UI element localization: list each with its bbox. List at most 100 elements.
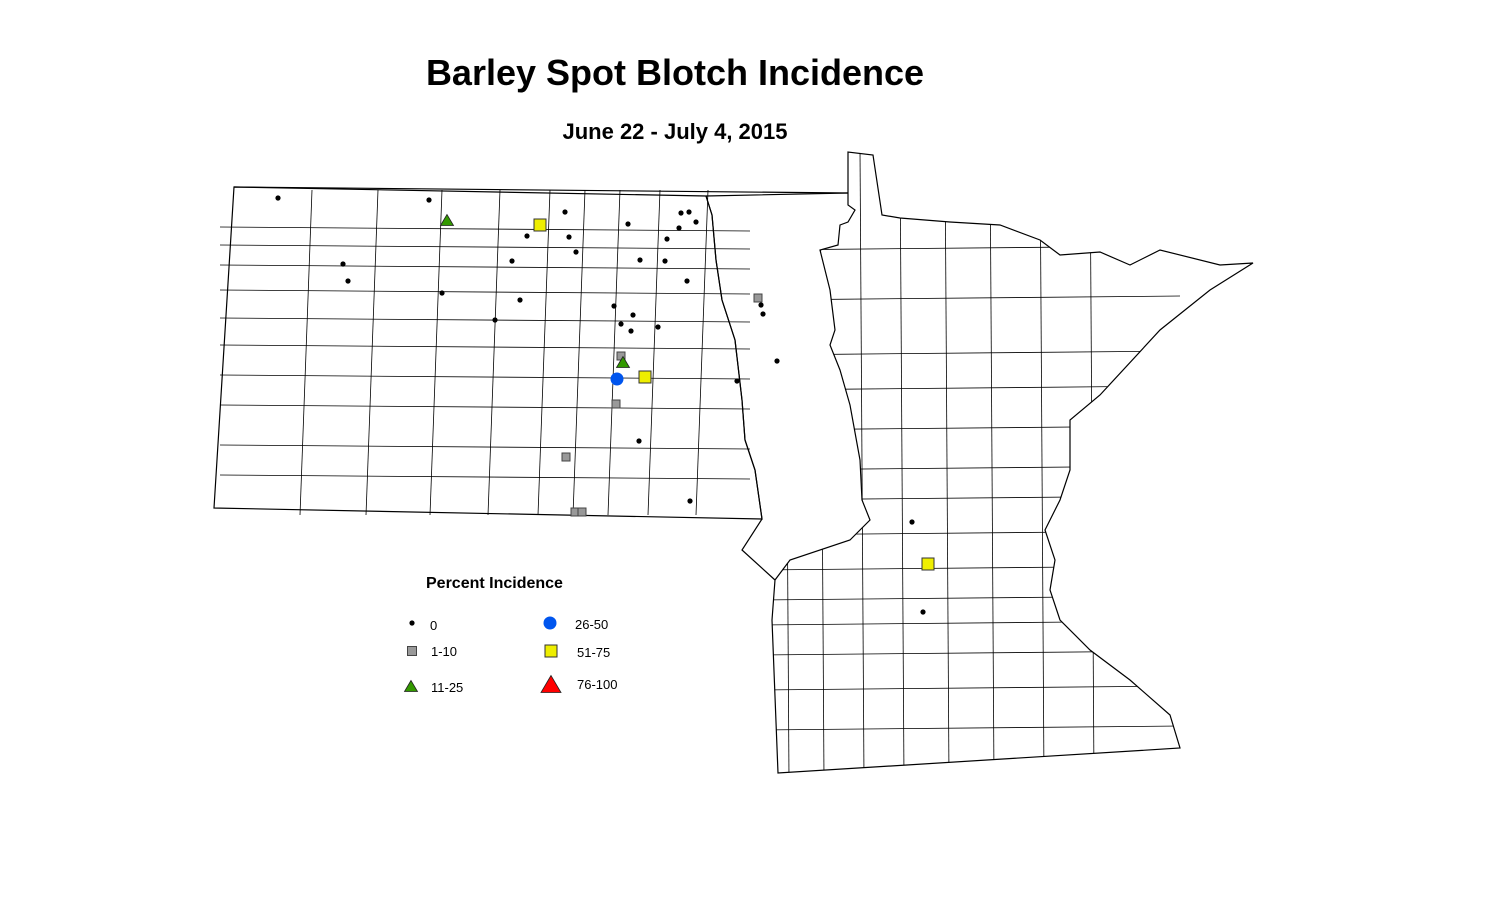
county-line xyxy=(219,317,751,323)
site-0-pct xyxy=(628,328,634,334)
site-1-10-pct xyxy=(577,507,587,517)
legend-title: Percent Incidence xyxy=(426,575,563,592)
legend-label-1-10: 1-10 xyxy=(431,644,458,659)
site-0-pct xyxy=(509,258,515,264)
county-line xyxy=(759,530,1181,536)
legend-label-76-100: 76-100 xyxy=(577,677,618,692)
site-0-pct xyxy=(562,209,568,215)
county-line xyxy=(429,189,443,516)
county-line xyxy=(219,244,751,250)
site-0-pct xyxy=(678,210,684,216)
site-51-75-pct xyxy=(638,370,652,384)
site-0-pct xyxy=(655,324,661,330)
site-0-pct xyxy=(664,236,670,242)
county-line xyxy=(1089,152,1095,773)
site-0-pct xyxy=(687,498,693,504)
site-0-pct xyxy=(686,209,692,215)
survey-sites xyxy=(275,195,935,615)
legend-symbol-triangle xyxy=(540,674,562,693)
county-line xyxy=(819,152,825,773)
county-line xyxy=(859,152,865,773)
county-line xyxy=(299,189,313,516)
site-0-pct xyxy=(774,358,780,364)
red-river-border xyxy=(705,192,849,581)
county-line xyxy=(759,295,1181,301)
county-line xyxy=(759,685,1181,691)
site-0-pct xyxy=(734,378,740,384)
site-0-pct xyxy=(517,297,523,303)
site-0-pct xyxy=(345,278,351,284)
legend-symbol-circle xyxy=(543,616,557,630)
county-line xyxy=(537,189,551,516)
site-1-10-pct xyxy=(561,452,571,462)
map-title: Barley Spot Blotch Incidence xyxy=(425,52,925,93)
county-line xyxy=(989,152,995,773)
map-subtitle: June 22 - July 4, 2015 xyxy=(562,119,788,144)
county-line xyxy=(607,189,621,516)
legend-symbols xyxy=(403,616,562,693)
county-line xyxy=(219,474,751,480)
county-line xyxy=(219,404,751,410)
site-0-pct xyxy=(909,519,915,525)
county-line xyxy=(759,245,1181,251)
site-0-pct xyxy=(676,225,682,231)
site-0-pct xyxy=(566,234,572,240)
county-line xyxy=(784,152,790,773)
site-0-pct xyxy=(920,609,926,615)
county-line xyxy=(219,264,751,270)
minnesota-outline xyxy=(233,151,1254,774)
site-0-pct xyxy=(426,197,432,203)
state-boundaries xyxy=(213,151,1254,774)
site-0-pct xyxy=(618,321,624,327)
site-0-pct xyxy=(630,312,636,318)
site-11-25-pct xyxy=(439,213,455,226)
site-0-pct xyxy=(492,317,498,323)
county-line xyxy=(759,425,1181,431)
county-line xyxy=(219,444,751,450)
county-line xyxy=(647,189,661,516)
county-line xyxy=(944,152,950,773)
site-1-10-pct xyxy=(753,293,763,303)
legend-symbol-square xyxy=(407,646,417,656)
county-line xyxy=(219,226,751,232)
county-line xyxy=(219,289,751,295)
county-line xyxy=(365,189,379,516)
site-0-pct xyxy=(693,219,699,225)
legend-symbol-triangle xyxy=(403,679,419,692)
site-0-pct xyxy=(625,221,631,227)
county-line xyxy=(572,189,586,516)
county-line xyxy=(1039,152,1045,773)
site-0-pct xyxy=(637,257,643,263)
site-0-pct xyxy=(684,278,690,284)
site-0-pct xyxy=(662,258,668,264)
county-line xyxy=(759,725,1181,731)
site-0-pct xyxy=(760,311,766,317)
legend-label-26-50: 26-50 xyxy=(575,617,609,632)
site-51-75-pct xyxy=(533,218,547,232)
site-1-10-pct xyxy=(611,399,621,409)
county-line xyxy=(899,152,905,773)
site-0-pct xyxy=(340,261,346,267)
county-line xyxy=(487,189,501,516)
site-0-pct xyxy=(758,302,764,308)
site-0-pct xyxy=(636,438,642,444)
county-line xyxy=(759,465,1181,471)
site-0-pct xyxy=(439,290,445,296)
legend-symbol-dot xyxy=(409,620,415,626)
county-line xyxy=(759,350,1181,356)
county-line xyxy=(759,495,1181,501)
county-line xyxy=(759,385,1181,391)
site-26-50-pct xyxy=(610,372,624,386)
site-11-25-pct xyxy=(615,355,631,368)
county-line xyxy=(219,344,751,350)
site-51-75-pct xyxy=(921,557,935,571)
legend-label-11-25: 11-25 xyxy=(431,680,464,695)
county-line xyxy=(695,189,709,516)
county-line xyxy=(219,374,751,380)
site-0-pct xyxy=(573,249,579,255)
north-dakota-outline xyxy=(213,186,763,520)
site-0-pct xyxy=(611,303,617,309)
site-0-pct xyxy=(275,195,281,201)
